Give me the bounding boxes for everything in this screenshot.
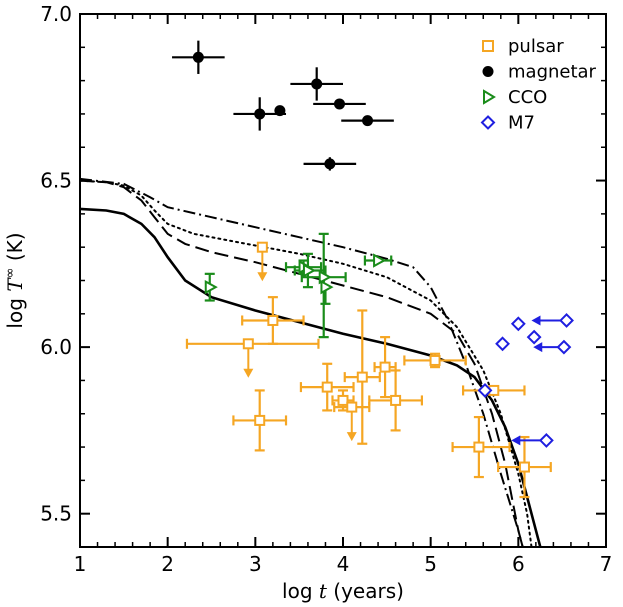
x-axis-label: log t (years) (282, 579, 404, 603)
legend-m7-marker (480, 115, 496, 130)
magnetar-marker (192, 51, 204, 63)
y-tick-label: 7.0 (40, 2, 72, 26)
legend-entry-m7: M7 (480, 113, 535, 134)
magnetar-marker (311, 78, 323, 90)
pulsar-marker (356, 371, 368, 383)
pulsar-marker (242, 338, 254, 350)
y-tick-label: 6.0 (40, 335, 72, 359)
pulsar-marker (321, 381, 333, 393)
x-tick-label: 7 (600, 552, 613, 576)
m7-marker (538, 432, 554, 448)
cco-marker (204, 279, 218, 295)
cco-marker (320, 279, 334, 295)
upper-limit-arrowhead (346, 432, 357, 442)
legend-label: CCO (508, 87, 547, 108)
magnetar-marker (333, 98, 345, 110)
legend-entry-magnetar: magnetar (482, 62, 597, 83)
pulsar-marker (256, 241, 268, 253)
x-tick-label: 2 (161, 552, 174, 576)
cco-marker (302, 263, 317, 278)
magnetar-marker (254, 108, 266, 120)
x-tick-label: 5 (424, 552, 437, 576)
magnetar-marker (362, 115, 374, 127)
cooling-curve-dashdot (80, 177, 524, 547)
m7-marker (559, 313, 574, 328)
cco-marker (373, 253, 387, 268)
legend-magnetar-marker (482, 66, 494, 77)
x-tick-label: 6 (512, 552, 525, 576)
x-tick-label: 1 (74, 552, 87, 576)
upper-limit-arrowhead (257, 272, 268, 282)
limit-arrowhead (533, 342, 543, 353)
pulsar-marker (429, 354, 441, 366)
y-axis-label: log T∞ (K) (3, 232, 27, 328)
y-tick-label: 6.5 (40, 169, 72, 193)
legend-entry-pulsar: pulsar (482, 36, 564, 57)
cooling-curve-solid (80, 207, 542, 547)
legend-entry-cco: CCO (483, 87, 547, 108)
legend-pulsar-marker (482, 40, 494, 52)
m7-marker (510, 316, 526, 332)
pulsar-marker (254, 414, 266, 426)
data-markers (192, 51, 574, 473)
m7-marker (526, 329, 542, 345)
limit-arrowhead (511, 435, 521, 446)
limit-arrowhead (531, 315, 541, 326)
pulsar-marker (337, 394, 349, 406)
m7-marker (495, 336, 510, 352)
pulsar-marker (379, 361, 391, 373)
x-tick-label: 3 (249, 552, 262, 576)
m7-marker (556, 339, 572, 355)
pulsar-marker (390, 394, 402, 406)
cooling-curves (80, 177, 542, 547)
legend: pulsar magnetar CCO M7 (480, 36, 597, 134)
legend-label: magnetar (508, 62, 597, 83)
legend-label: pulsar (508, 36, 564, 57)
magnetar-marker (324, 158, 336, 170)
magnetar-marker (274, 105, 286, 117)
pulsar-marker (267, 314, 279, 326)
legend-cco-marker (483, 89, 496, 105)
error-bars (172, 40, 567, 499)
cooling-curve-dotted (80, 179, 533, 547)
upper-limit-arrowhead (243, 368, 254, 378)
pulsar-marker (346, 401, 358, 413)
axis-ticks: 1 2 3 4 5 6 7 5.5 6.0 6.5 7.0 (40, 2, 612, 576)
y-tick-label: 5.5 (40, 502, 72, 526)
pulsar-marker (518, 461, 530, 473)
cco-marker (318, 269, 332, 285)
m7-marker (477, 383, 493, 398)
legend-label: M7 (508, 113, 535, 134)
pulsar-marker (473, 441, 485, 453)
x-tick-label: 4 (337, 552, 350, 576)
